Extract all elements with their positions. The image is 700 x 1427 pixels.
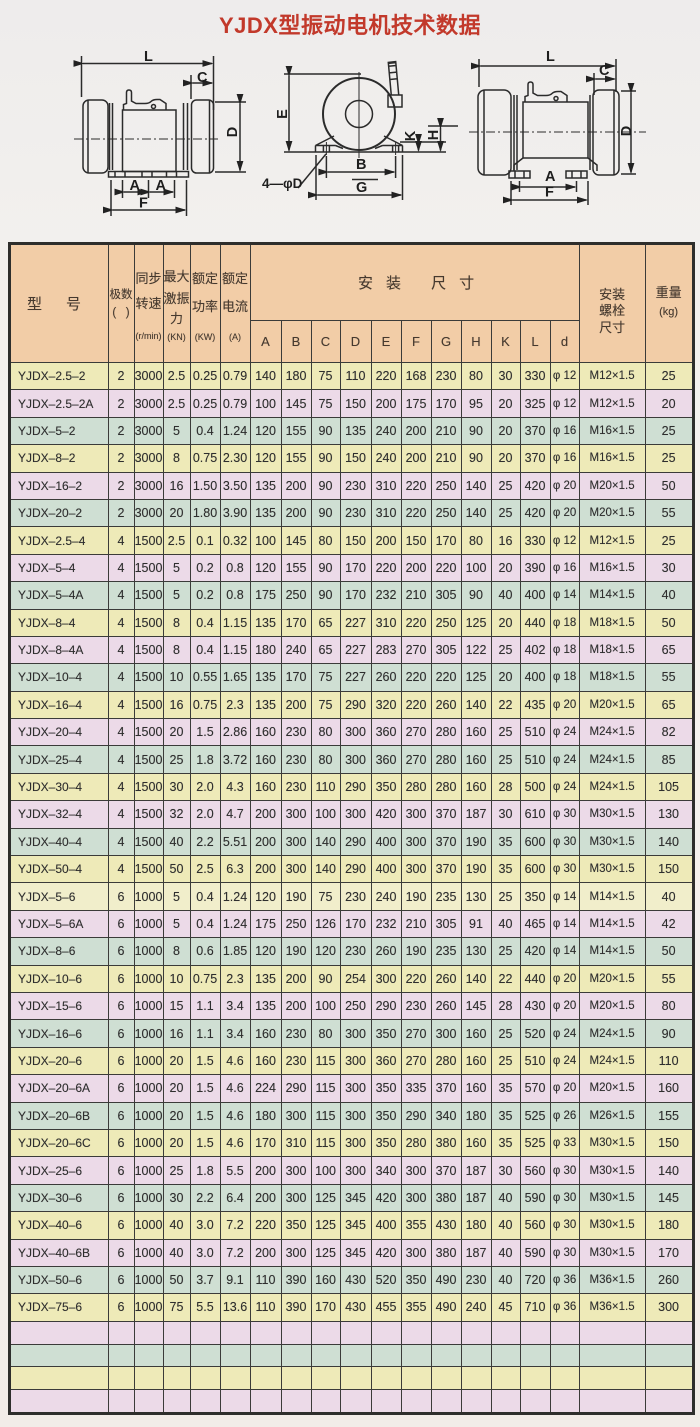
svg-text:K: K: [403, 130, 419, 141]
svg-text:D: D: [619, 126, 635, 136]
svg-text:A: A: [545, 169, 556, 185]
svg-text:C: C: [599, 63, 610, 79]
svg-text:L: L: [144, 49, 153, 65]
svg-text:D: D: [225, 127, 241, 137]
svg-text:H: H: [426, 130, 442, 140]
svg-text:A: A: [156, 178, 167, 194]
svg-text:4—φD: 4—φD: [262, 176, 303, 191]
svg-text:C: C: [197, 70, 208, 86]
svg-text:F: F: [545, 185, 554, 201]
svg-text:L: L: [546, 49, 555, 65]
svg-text:A: A: [130, 178, 141, 194]
svg-text:F: F: [139, 196, 148, 212]
svg-text:E: E: [275, 109, 291, 119]
svg-text:G: G: [356, 180, 367, 196]
svg-text:B: B: [356, 157, 366, 173]
